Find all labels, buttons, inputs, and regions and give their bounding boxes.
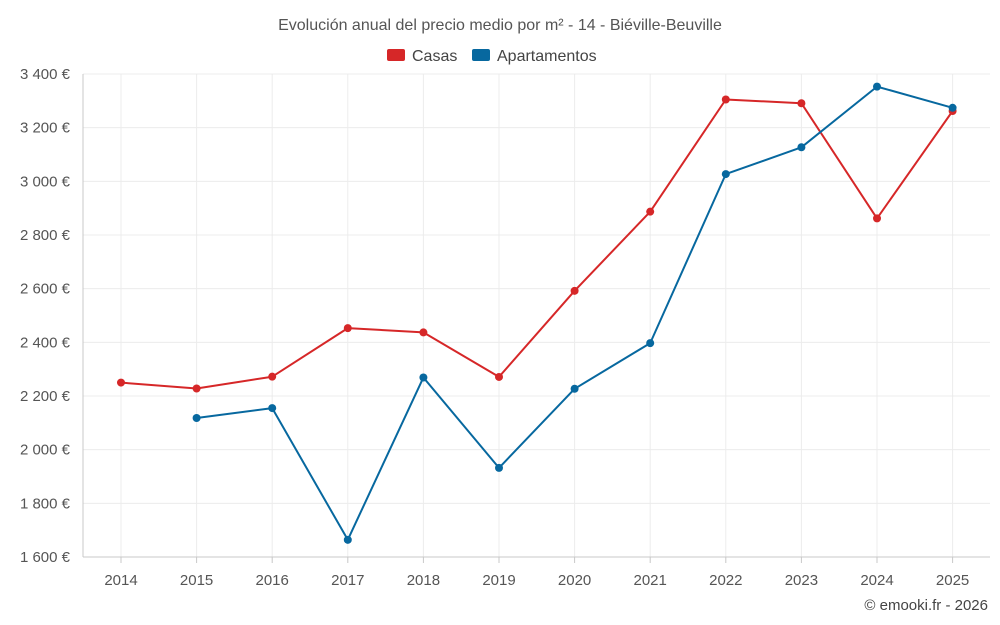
legend-item-apartamentos[interactable]: Apartamentos	[472, 48, 597, 65]
y-tick-label: 2 600 €	[20, 281, 71, 298]
data-point-casas[interactable]: Casas 2014: 2250 €	[117, 378, 125, 387]
data-point-casas[interactable]: Casas 2023: 3291 €	[797, 99, 806, 108]
data-point-apartamentos[interactable]: Apartamentos 2024: 3353 €	[873, 82, 881, 91]
data-point-apartamentos[interactable]: Apartamentos 2025: 3274 €	[948, 103, 957, 112]
data-point-casas[interactable]: Casas 2019: 2271 €	[495, 372, 503, 381]
x-tick-label: 2022	[709, 572, 742, 589]
series-line-casas	[120, 98, 954, 390]
data-point-casas[interactable]: Casas 2024: 2862 €	[873, 214, 881, 223]
y-tick-label: 1 800 €	[20, 495, 71, 512]
x-tick-label: 2018	[407, 572, 440, 589]
x-tick-label: 2014	[104, 572, 137, 589]
credit-text: © emooki.fr - 2026	[864, 597, 988, 614]
data-point-apartamentos[interactable]: Apartamentos 2023: 3127 €	[797, 143, 806, 152]
series-casas: Casas 2014: 2250 € Casas 2015: 2228 € Casa…	[117, 95, 957, 393]
y-tick-label: 2 200 €	[20, 388, 71, 405]
legend-label-apartamentos: Apartamentos	[497, 48, 597, 65]
x-tick-label: 2025	[936, 572, 969, 589]
data-point-apartamentos[interactable]: Apartamentos 2017: 1664 €	[343, 535, 352, 544]
series-apartamentos: Apartamentos 2015: 2118 € Apartamentos 20…	[192, 82, 957, 544]
x-tick-label: 2023	[785, 572, 818, 589]
data-point-apartamentos[interactable]: Apartamentos 2022: 3027 €	[721, 170, 730, 179]
legend-label-casas: Casas	[412, 48, 457, 65]
data-point-apartamentos[interactable]: Apartamentos 2015: 2118 €	[192, 414, 201, 423]
x-tick-label: 2019	[482, 572, 515, 589]
data-point-apartamentos[interactable]: Apartamentos 2016: 2155 €	[268, 404, 277, 413]
legend: Casas Apartamentos	[387, 48, 597, 65]
x-tick-label: 2017	[331, 572, 364, 589]
y-tick-label: 3 000 €	[20, 173, 71, 190]
legend-item-casas[interactable]: Casas	[387, 48, 457, 65]
x-tick-label: 2016	[256, 572, 289, 589]
data-point-casas[interactable]: Casas 2017: 2453 €	[343, 324, 352, 333]
legend-swatch-casas	[387, 49, 405, 61]
data-point-apartamentos[interactable]: Apartamentos 2019: 1932 €	[495, 463, 503, 472]
series-layer: Casas 2014: 2250 € Casas 2015: 2228 € Casa…	[117, 82, 957, 544]
data-point-casas[interactable]: Casas 2015: 2228 €	[192, 384, 201, 393]
data-point-casas[interactable]: Casas 2021: 2887 €	[646, 207, 655, 216]
y-tick-label: 2 800 €	[20, 227, 71, 244]
data-point-casas[interactable]: Casas 2016: 2272 €	[268, 372, 277, 381]
chart-title: Evolución anual del precio medio por m² …	[278, 17, 722, 34]
y-tick-label: 2 400 €	[20, 334, 71, 351]
x-tick-label: 2021	[634, 572, 667, 589]
data-point-casas[interactable]: Casas 2022: 3305 €	[721, 95, 730, 104]
gridlines	[83, 73, 990, 557]
data-point-apartamentos[interactable]: Apartamentos 2020: 2227 €	[570, 384, 579, 393]
legend-swatch-apartamentos	[472, 49, 490, 61]
data-point-apartamentos[interactable]: Apartamentos 2021: 2397 €	[646, 339, 655, 348]
data-point-casas[interactable]: Casas 2020: 2592 €	[570, 286, 579, 295]
x-axis: 2014 2015 2016 2017 2018 2019 2020 2021 2022 2023…	[82, 74, 990, 589]
x-tick-label: 2015	[180, 572, 213, 589]
x-tick-label: 2024	[860, 572, 893, 589]
y-tick-label: 3 200 €	[20, 120, 71, 137]
y-tick-label: 3 400 €	[20, 66, 71, 83]
y-tick-label: 2 000 €	[20, 442, 71, 459]
y-tick-label: 1 600 €	[20, 549, 71, 566]
data-point-casas[interactable]: Casas 2018: 2437 €	[419, 328, 428, 337]
y-axis: 1 600 € 1 800 € 2 000 € 2 200 € 2 400 € 2 600…	[20, 66, 71, 566]
x-tick-label: 2020	[558, 572, 591, 589]
data-point-apartamentos[interactable]: Apartamentos 2018: 2269 €	[419, 373, 428, 382]
